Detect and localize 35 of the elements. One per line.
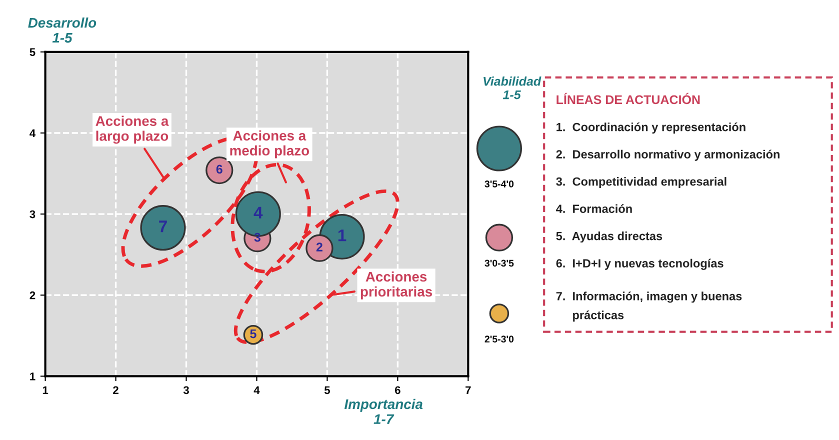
x-tick-label: 5 — [324, 386, 330, 394]
x-axis-title: Importancia 1-7 — [344, 398, 423, 424]
text: 6. I+D+I y nuevas tecnologías — [556, 258, 724, 270]
text: 4. Formación — [556, 204, 632, 213]
legend-label: 2'5-3'0 — [484, 336, 514, 343]
legend-title: Viabilidad 1-5 — [484, 76, 542, 100]
text: 5. Ayudas directas — [556, 232, 662, 243]
annotation: 7 — [159, 220, 167, 232]
x-tick-label: 2 — [113, 386, 118, 394]
annotation: 1 — [338, 230, 346, 242]
text: 7. Información, imagen y buenas prácticas — [556, 292, 742, 322]
x-tick-label: 6 — [395, 386, 400, 394]
text: 3. Competitividad empresarial — [556, 177, 726, 188]
legend-label: 3'0-3'5 — [484, 260, 514, 267]
y-tick-label: 3 — [30, 210, 36, 218]
legend-label: 3'5-4'0 — [484, 180, 514, 188]
annotation: Acciones prioritarias — [360, 271, 432, 300]
y-tick-label: 4 — [30, 129, 36, 138]
annotation: 5 — [250, 329, 256, 338]
x-tick-label: 3 — [183, 386, 189, 394]
text: 1. Coordinación y representación — [556, 122, 746, 134]
x-tick-label: 7 — [466, 386, 471, 394]
y-tick-label: 5 — [30, 48, 36, 56]
y-tick-label: 1 — [30, 372, 36, 380]
y-axis-title: Desarrollo 1-5 — [28, 18, 96, 43]
text: 2. Desarrollo normativo y armonización — [556, 150, 780, 161]
text: LÍNEAS DE ACTUACIÓN — [556, 92, 700, 104]
x-tick-label: 1 — [42, 386, 48, 394]
annotation: 2 — [316, 242, 322, 252]
y-tick-label: 2 — [30, 291, 36, 300]
annotation: 6 — [216, 164, 222, 174]
x-tick-label: 4 — [254, 386, 260, 394]
annotation: Acciones a largo plazo — [96, 116, 169, 144]
annotation: Acciones a medio plazo — [230, 130, 310, 158]
annotation: 4 — [254, 206, 263, 218]
